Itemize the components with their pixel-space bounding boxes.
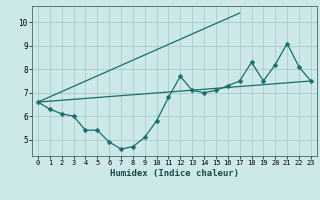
X-axis label: Humidex (Indice chaleur): Humidex (Indice chaleur)	[110, 169, 239, 178]
